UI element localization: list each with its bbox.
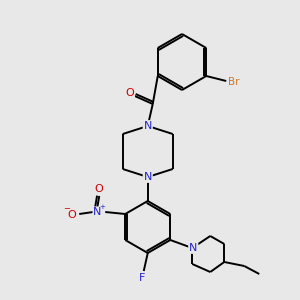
Text: Br: Br [229,77,240,87]
Text: N: N [144,172,152,182]
Text: O: O [125,88,134,98]
Text: O: O [95,184,103,194]
Text: N: N [189,243,197,253]
Text: +: + [99,204,105,210]
Text: F: F [139,273,145,283]
Text: N: N [144,121,152,131]
Text: N: N [93,207,101,217]
Text: −: − [63,205,70,214]
Text: O: O [68,210,76,220]
